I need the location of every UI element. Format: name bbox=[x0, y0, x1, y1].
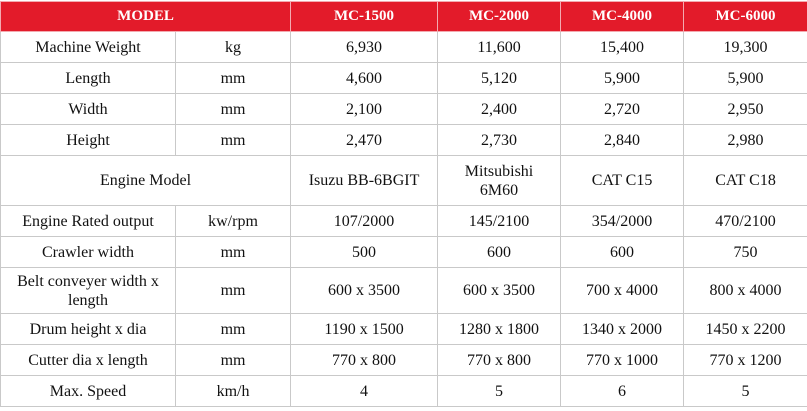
spec-value: 1340 x 2000 bbox=[561, 314, 684, 345]
row-label: Length bbox=[1, 63, 176, 94]
row-unit: mm bbox=[176, 63, 291, 94]
spec-value: 1450 x 2200 bbox=[684, 314, 807, 345]
model-header: MC-6000 bbox=[684, 2, 807, 32]
spec-value: 770 x 1000 bbox=[561, 345, 684, 376]
header-title: MODEL bbox=[1, 2, 291, 32]
spec-value: 6 bbox=[561, 376, 684, 407]
spec-value: Isuzu BB-6BGIT bbox=[291, 156, 438, 206]
row-unit: km/h bbox=[176, 376, 291, 407]
model-header: MC-4000 bbox=[561, 2, 684, 32]
spec-value: 600 bbox=[438, 237, 561, 268]
row-unit: mm bbox=[176, 237, 291, 268]
spec-value: 1280 x 1800 bbox=[438, 314, 561, 345]
row-label: Machine Weight bbox=[1, 32, 176, 63]
row-label: Belt conveyer width x length bbox=[1, 268, 176, 314]
row-label: Engine Rated output bbox=[1, 206, 176, 237]
spec-value: 4 bbox=[291, 376, 438, 407]
row-unit: mm bbox=[176, 94, 291, 125]
row-unit: mm bbox=[176, 125, 291, 156]
spec-value: 800 x 4000 bbox=[684, 268, 807, 314]
row-unit: mm bbox=[176, 314, 291, 345]
spec-value: 2,720 bbox=[561, 94, 684, 125]
spec-value: 1190 x 1500 bbox=[291, 314, 438, 345]
spec-value: 4,600 bbox=[291, 63, 438, 94]
spec-value: 600 x 3500 bbox=[291, 268, 438, 314]
model-header: MC-2000 bbox=[438, 2, 561, 32]
spec-value: 354/2000 bbox=[561, 206, 684, 237]
spec-value: 2,730 bbox=[438, 125, 561, 156]
spec-value: 2,840 bbox=[561, 125, 684, 156]
row-label: Crawler width bbox=[1, 237, 176, 268]
spec-value: 5 bbox=[684, 376, 807, 407]
spec-value: 2,400 bbox=[438, 94, 561, 125]
spec-value: 5,900 bbox=[561, 63, 684, 94]
spec-value: CAT C15 bbox=[561, 156, 684, 206]
row-label: Engine Model bbox=[1, 156, 291, 206]
row-unit: mm bbox=[176, 345, 291, 376]
spec-value: 600 x 3500 bbox=[438, 268, 561, 314]
spec-value: 470/2100 bbox=[684, 206, 807, 237]
spec-value: CAT C18 bbox=[684, 156, 807, 206]
spec-value: 5,120 bbox=[438, 63, 561, 94]
row-unit: kg bbox=[176, 32, 291, 63]
row-label: Drum height x dia bbox=[1, 314, 176, 345]
spec-value: 2,950 bbox=[684, 94, 807, 125]
spec-value: 2,980 bbox=[684, 125, 807, 156]
spec-value: 600 bbox=[561, 237, 684, 268]
spec-value: 770 x 800 bbox=[291, 345, 438, 376]
row-unit: mm bbox=[176, 268, 291, 314]
model-header: MC-1500 bbox=[291, 2, 438, 32]
spec-value: 107/2000 bbox=[291, 206, 438, 237]
spec-value: 500 bbox=[291, 237, 438, 268]
spec-value: 5 bbox=[438, 376, 561, 407]
spec-value: 770 x 1200 bbox=[684, 345, 807, 376]
spec-value: 2,470 bbox=[291, 125, 438, 156]
spec-value: 6,930 bbox=[291, 32, 438, 63]
spec-value: 770 x 800 bbox=[438, 345, 561, 376]
spec-value: 11,600 bbox=[438, 32, 561, 63]
spec-value: 15,400 bbox=[561, 32, 684, 63]
row-label: Width bbox=[1, 94, 176, 125]
spec-value: 700 x 4000 bbox=[561, 268, 684, 314]
spec-value: 19,300 bbox=[684, 32, 807, 63]
spec-value: Mitsubishi 6M60 bbox=[438, 156, 561, 206]
row-label: Max. Speed bbox=[1, 376, 176, 407]
row-label: Cutter dia x length bbox=[1, 345, 176, 376]
spec-value: 5,900 bbox=[684, 63, 807, 94]
spec-value: 2,100 bbox=[291, 94, 438, 125]
spec-value: 145/2100 bbox=[438, 206, 561, 237]
spec-value: 750 bbox=[684, 237, 807, 268]
row-label: Height bbox=[1, 125, 176, 156]
row-unit: kw/rpm bbox=[176, 206, 291, 237]
